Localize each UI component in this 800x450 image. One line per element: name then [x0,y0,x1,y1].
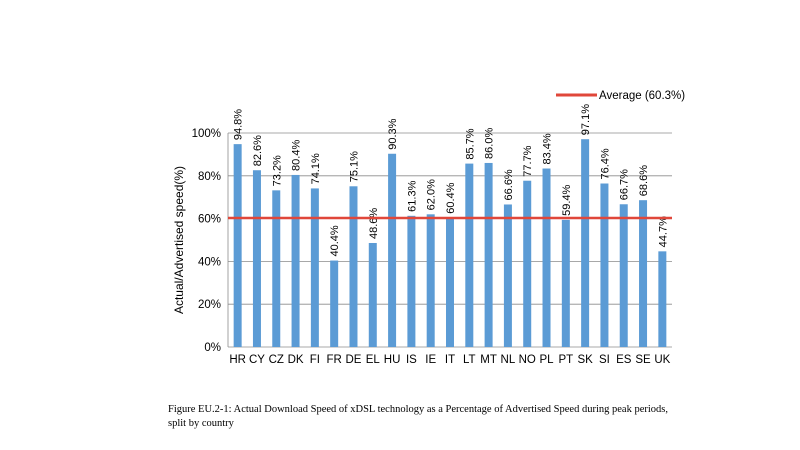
bar [388,153,397,347]
value-label: 90.3% [387,118,399,149]
x-tick-label: ES [616,354,632,366]
x-tick-label: CY [249,354,265,366]
bar [233,144,242,347]
bar [523,180,532,347]
x-tick-label: PL [539,354,554,366]
bar [407,215,416,347]
bar [272,190,281,347]
value-label: 66.7% [619,169,631,200]
bar [330,260,339,347]
x-tick-label: MT [480,354,497,366]
x-tick-label: HR [229,354,246,366]
x-tick-label: DK [288,354,304,366]
value-labels: 94.8% 82.6% 73.2% 80.4% 74.1% 40.4% 75.1% 48.6%… [233,104,670,257]
legend: Average (60.3%) [556,90,685,102]
bar [252,170,261,347]
value-label: 74.1% [310,153,322,184]
x-tick-label: LT [463,354,476,366]
bar [600,183,609,347]
bar [465,163,474,347]
value-label: 66.6% [503,169,515,200]
bar [581,139,590,347]
value-label: 62.0% [426,179,438,210]
y-tick-label: 20% [198,299,221,311]
bar [310,188,319,347]
value-label: 59.4% [561,184,573,215]
value-label: 82.6% [252,135,264,166]
x-tick-label: NO [519,354,536,366]
x-tick-label: IT [445,354,455,366]
x-tick-label: IS [406,354,417,366]
x-tick-label: FR [327,354,342,366]
x-tick-label: SE [635,354,651,366]
value-label: 48.6% [368,208,380,239]
bar [368,242,377,347]
bar [503,204,512,347]
x-tick-label: FI [310,354,320,366]
bar [426,214,435,347]
x-tick-label: DE [345,354,361,366]
value-label: 86.0% [484,128,496,159]
x-tick-label: PT [558,354,573,366]
bar [349,186,358,347]
legend-label: Average (60.3%) [599,90,685,102]
bar [619,204,628,347]
bar [446,217,454,347]
y-axis-label: Actual/Advertised speed(%) [172,166,186,314]
value-label: 77.7% [522,145,534,176]
bar [639,200,648,347]
x-tick-label: SI [599,354,610,366]
value-label: 61.3% [406,180,418,211]
x-tick-label: NL [501,354,516,366]
value-label: 73.2% [271,155,283,186]
y-tick-label: 0% [204,342,221,354]
value-label: 44.7% [657,216,669,247]
x-tick-label: HU [384,354,401,366]
x-tick-label: IE [425,354,436,366]
value-label: 83.4% [542,133,554,164]
value-label: 97.1% [580,104,592,135]
bar [484,162,493,347]
y-axis-ticks: 0% 20% 40% 60% 80% 100% [192,128,221,354]
value-label: 40.4% [329,225,341,256]
x-axis-ticks: HR CY CZ DK FI FR DE EL HU IS IE IT LT MT NL NO PL PT SK SI… [229,354,670,366]
bar [658,251,667,347]
bar [291,174,300,347]
y-tick-label: 100% [192,128,221,140]
y-tick-label: 80% [198,171,221,183]
bar [561,219,570,347]
value-label: 85.7% [464,128,476,159]
x-tick-label: CZ [269,354,284,366]
figure-caption: Figure EU.2-1: Actual Download Speed of … [168,404,668,429]
value-label: 75.1% [348,151,360,182]
x-tick-label: UK [654,354,670,366]
x-tick-label: SK [577,354,593,366]
value-label: 60.4% [445,182,457,213]
bars [233,139,667,347]
x-tick-label: EL [366,354,381,366]
value-label: 80.4% [291,140,303,171]
value-label: 68.6% [638,165,650,196]
value-label: 76.4% [599,148,611,179]
bar [542,168,551,347]
value-label: 94.8% [233,109,245,140]
y-tick-label: 40% [198,256,221,268]
y-tick-label: 60% [198,214,221,226]
